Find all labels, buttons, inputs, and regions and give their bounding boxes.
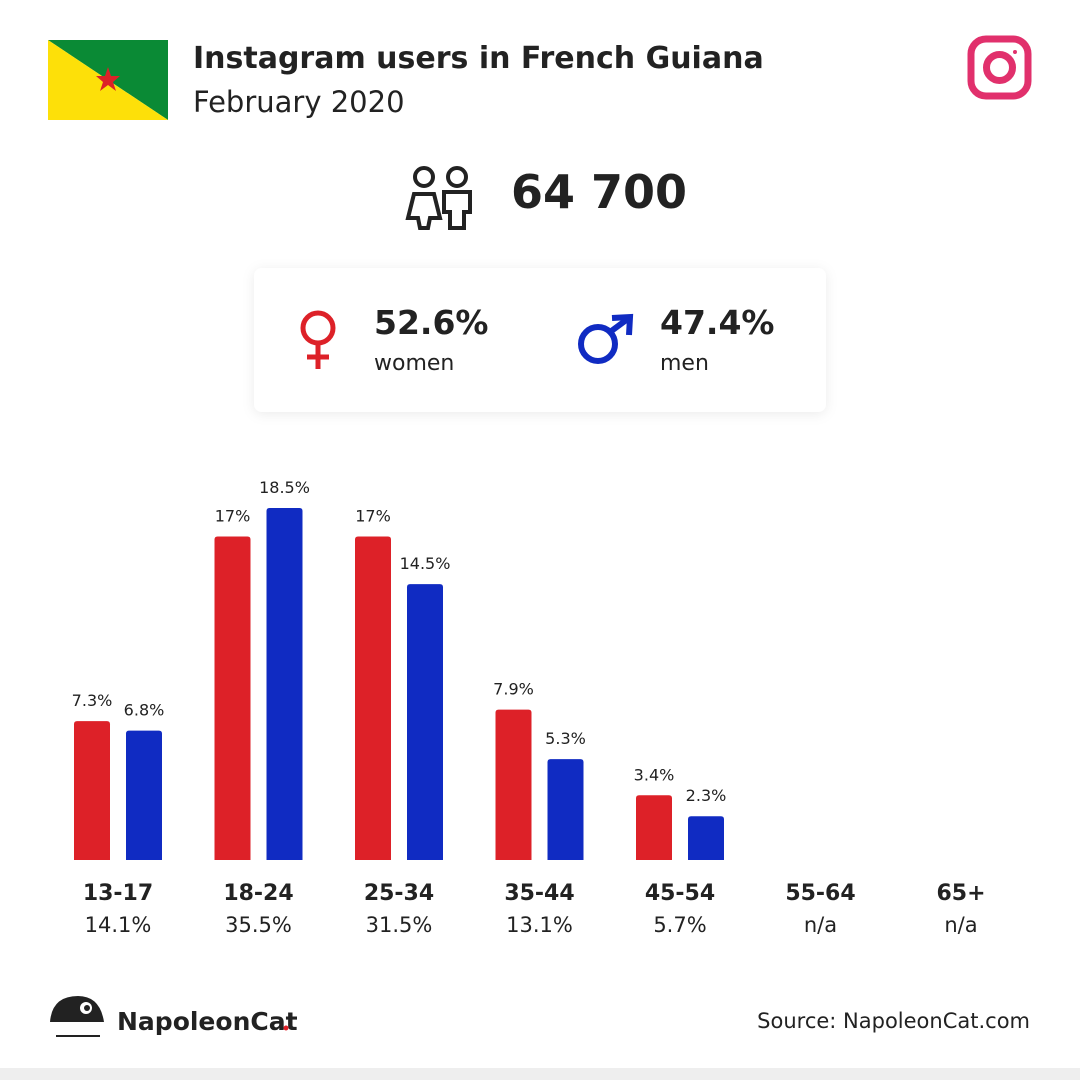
gender-card (254, 268, 826, 412)
women-label: women (374, 351, 454, 376)
bar (214, 536, 251, 860)
value-label: 2.3% (686, 786, 727, 805)
value-label: 17% (355, 507, 391, 526)
brand-dot (283, 1025, 289, 1031)
bar (126, 730, 162, 860)
bar (355, 536, 391, 860)
women-share: 52.6% (374, 303, 489, 342)
footer-strip (0, 1068, 1080, 1080)
value-label: 17% (215, 507, 251, 526)
value-label: 14.5% (400, 554, 451, 573)
total-users: 64 700 (511, 165, 687, 219)
value-label: 6.8% (124, 701, 165, 720)
x-tick-label: 35-44 (504, 881, 574, 906)
men-label: men (660, 351, 709, 376)
bar (407, 584, 443, 860)
value-label: 7.9% (493, 680, 534, 699)
bar (636, 795, 672, 860)
female-icon (300, 310, 336, 369)
category-total: n/a (944, 913, 977, 937)
value-label: 3.4% (634, 765, 675, 784)
x-tick-label: 18-24 (223, 881, 293, 906)
x-tick-label: 65+ (936, 881, 985, 906)
x-tick-label: 25-34 (364, 881, 434, 906)
value-label: 18.5% (259, 478, 310, 497)
brand: NapoleonCat (117, 1007, 298, 1036)
flag (48, 40, 168, 120)
x-tick-label: 45-54 (645, 881, 715, 906)
title: Instagram users in French Guiana (193, 41, 764, 76)
bar (74, 721, 110, 860)
subtitle: February 2020 (193, 85, 405, 119)
value-label: 7.3% (72, 691, 113, 710)
value-label: 5.3% (545, 729, 586, 748)
x-tick-label: 13-17 (83, 881, 153, 906)
category-total: 5.7% (653, 913, 706, 937)
bar (688, 816, 724, 860)
men-share: 47.4% (660, 303, 775, 342)
male-icon (578, 313, 634, 364)
category-total: 31.5% (366, 913, 433, 937)
napoleoncat-logo (50, 996, 104, 1037)
bar (547, 759, 584, 860)
instagram-logo (967, 35, 1032, 100)
category-total: n/a (804, 913, 837, 937)
bar (266, 508, 303, 860)
users-icon (405, 166, 472, 230)
bar (495, 709, 532, 860)
source: Source: NapoleonCat.com (757, 1009, 1030, 1033)
category-total: 14.1% (85, 913, 152, 937)
category-total: 35.5% (225, 913, 292, 937)
category-total: 13.1% (506, 913, 573, 937)
x-tick-label: 55-64 (785, 881, 855, 906)
age-chart: 7.3% 6.8% 13-17 14.1% 17% 18.5% 18-24 35.5% 17% 1… (72, 478, 986, 937)
